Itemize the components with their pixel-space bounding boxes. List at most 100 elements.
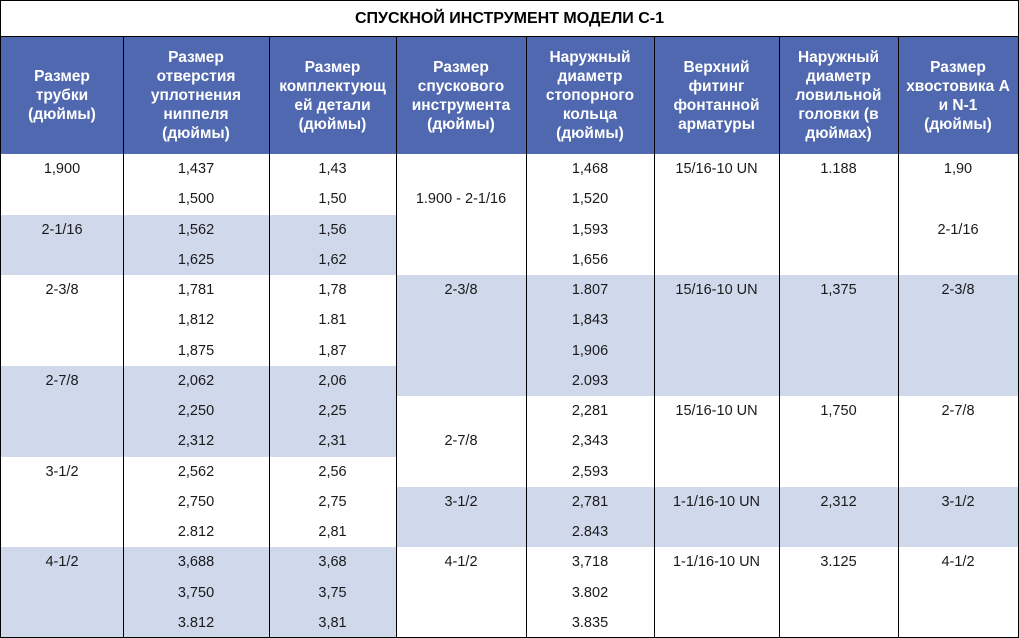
shaded-band xyxy=(269,547,396,637)
cell-lock-ring-od: 2,593 xyxy=(571,463,609,480)
cell-component-size: 3,81 xyxy=(318,614,347,631)
header-line: фонтанной xyxy=(673,96,760,114)
cell-nipple-bore: 2.812 xyxy=(177,524,215,540)
shaded-band xyxy=(526,486,654,548)
header-tube-size: Размер трубки (дюймы) xyxy=(1,37,123,154)
header-line: арматуры xyxy=(678,115,755,133)
shaded-band xyxy=(269,365,396,457)
cell-top-fitting: 1-1/16-10 UN xyxy=(672,493,761,510)
cell-shank-size: 2-1/16 xyxy=(937,221,979,238)
shaded-band xyxy=(526,275,654,396)
grid-line xyxy=(898,37,899,637)
cell-shank-size: 2-3/8 xyxy=(941,282,975,298)
cell-nipple-bore: 1,875 xyxy=(177,342,215,359)
cell-nipple-bore: 2,312 xyxy=(177,433,215,450)
header-line: Размер xyxy=(304,58,361,76)
header-line: Размер xyxy=(433,58,489,76)
shaded-band xyxy=(898,275,1018,396)
cell-component-size: 2,31 xyxy=(318,433,347,450)
header-line: головки (в xyxy=(798,106,879,123)
header-line: отверстия xyxy=(156,68,236,85)
cell-top-fitting: 15/16-10 UN xyxy=(675,282,758,298)
cell-component-size: 3,68 xyxy=(318,554,347,571)
cell-component-size: 1,78 xyxy=(318,282,347,298)
cell-nipple-bore: 3,750 xyxy=(177,584,215,601)
cell-lock-ring-od: 1,906 xyxy=(571,342,609,359)
cell-nipple-bore: 1,500 xyxy=(177,191,215,208)
cell-lock-ring-od: 1,468 xyxy=(571,161,609,177)
cell-tube-size: 2-3/8 xyxy=(45,282,79,298)
shaded-band xyxy=(1,365,123,457)
shaded-band xyxy=(779,486,898,548)
grid-line xyxy=(526,37,527,637)
header-top-fitting: Верхний фитинг фонтанной арматуры xyxy=(654,37,779,154)
header-line: фитинг xyxy=(688,77,745,95)
cell-lock-ring-od: 2.843 xyxy=(571,524,609,540)
cell-lock-ring-od: 3.835 xyxy=(571,614,609,631)
cell-component-size: 1,56 xyxy=(318,221,347,238)
cell-tool-size: 1.900 - 2-1/16 xyxy=(415,191,507,208)
cell-top-fitting: 1-1/16-10 UN xyxy=(672,554,761,571)
header-line: Верхний xyxy=(683,58,750,76)
cell-nipple-bore: 1,562 xyxy=(177,221,215,238)
header-line: Размер xyxy=(930,58,986,76)
cell-nipple-bore: 2,250 xyxy=(177,403,215,419)
shaded-band xyxy=(269,214,396,275)
shaded-band xyxy=(654,275,779,396)
header-line: уплотнения xyxy=(150,87,242,104)
cell-lock-ring-od: 2,281 xyxy=(571,403,609,419)
table-header-row: Размер трубки (дюймы) Размер отверстия уплотн… xyxy=(1,37,1018,154)
header-line: Размер xyxy=(34,68,90,85)
grid-line xyxy=(396,37,397,637)
cell-tool-size: 2-3/8 xyxy=(444,282,478,298)
cell-nipple-bore: 3.812 xyxy=(177,614,215,631)
header-line: (дюймы) xyxy=(28,106,96,123)
cell-tube-size: 4-1/2 xyxy=(45,554,79,571)
shaded-band xyxy=(1,547,123,637)
cell-lock-ring-od: 1.807 xyxy=(571,282,609,298)
cell-nipple-bore: 2,062 xyxy=(177,372,215,389)
shaded-band xyxy=(123,214,269,275)
table-body: 1,900 2-1/16 2-3/8 2-7/8 3-1/2 4-1/2 1,437 1,50… xyxy=(1,154,1018,637)
cell-lock-ring-od: 1,843 xyxy=(571,312,609,329)
grid-line xyxy=(779,37,780,637)
cell-nipple-bore: 1,812 xyxy=(177,312,215,329)
cell-lock-ring-od: 2,343 xyxy=(571,433,609,450)
cell-shank-size: 2-7/8 xyxy=(941,403,975,419)
header-line: Наружный xyxy=(549,49,631,66)
header-line: Наружный xyxy=(797,49,879,66)
shaded-band xyxy=(1,214,123,275)
cell-top-fitting: 15/16-10 UN xyxy=(675,403,758,419)
grid-line xyxy=(654,37,655,637)
header-line: трубки xyxy=(35,87,89,104)
cell-tube-size: 1,900 xyxy=(43,161,81,177)
shaded-band xyxy=(123,365,269,457)
cell-component-size: 2,25 xyxy=(318,403,347,419)
grid-line xyxy=(269,37,270,637)
header-lock-ring-od: Наружный диаметр стопорного кольца (дюймы) xyxy=(526,37,654,154)
cell-tube-size: 3-1/2 xyxy=(45,463,79,480)
cell-lock-ring-od: 1,520 xyxy=(571,191,609,208)
cell-fishing-neck-od: 3.125 xyxy=(820,554,857,571)
cell-top-fitting: 15/16-10 UN xyxy=(675,161,758,177)
cell-nipple-bore: 2,562 xyxy=(177,463,215,480)
cell-nipple-bore: 1,781 xyxy=(177,282,215,298)
header-line: дюймах) xyxy=(805,125,872,142)
shaded-band xyxy=(654,486,779,548)
header-line: (дюймы) xyxy=(427,115,495,133)
header-line: диаметр xyxy=(557,68,623,85)
header-line: (дюймы) xyxy=(298,115,367,133)
cell-lock-ring-od: 1,656 xyxy=(571,251,609,268)
header-line: (дюймы) xyxy=(556,125,624,142)
cell-fishing-neck-od: 1.188 xyxy=(820,161,857,177)
shaded-band xyxy=(396,486,526,548)
header-nipple-bore: Размер отверстия уплотнения ниппеля (дюймы) xyxy=(123,37,269,154)
table-title: СПУСКНОЙ ИНСТРУМЕНТ МОДЕЛИ С-1 xyxy=(1,1,1018,37)
header-line: Размер xyxy=(168,49,224,66)
cell-lock-ring-od: 3.802 xyxy=(571,584,609,601)
cell-lock-ring-od: 3,718 xyxy=(571,554,609,571)
header-line: ловильной xyxy=(795,87,882,104)
header-component-size: Размер комплектующ ей детали (дюймы) xyxy=(269,37,396,154)
